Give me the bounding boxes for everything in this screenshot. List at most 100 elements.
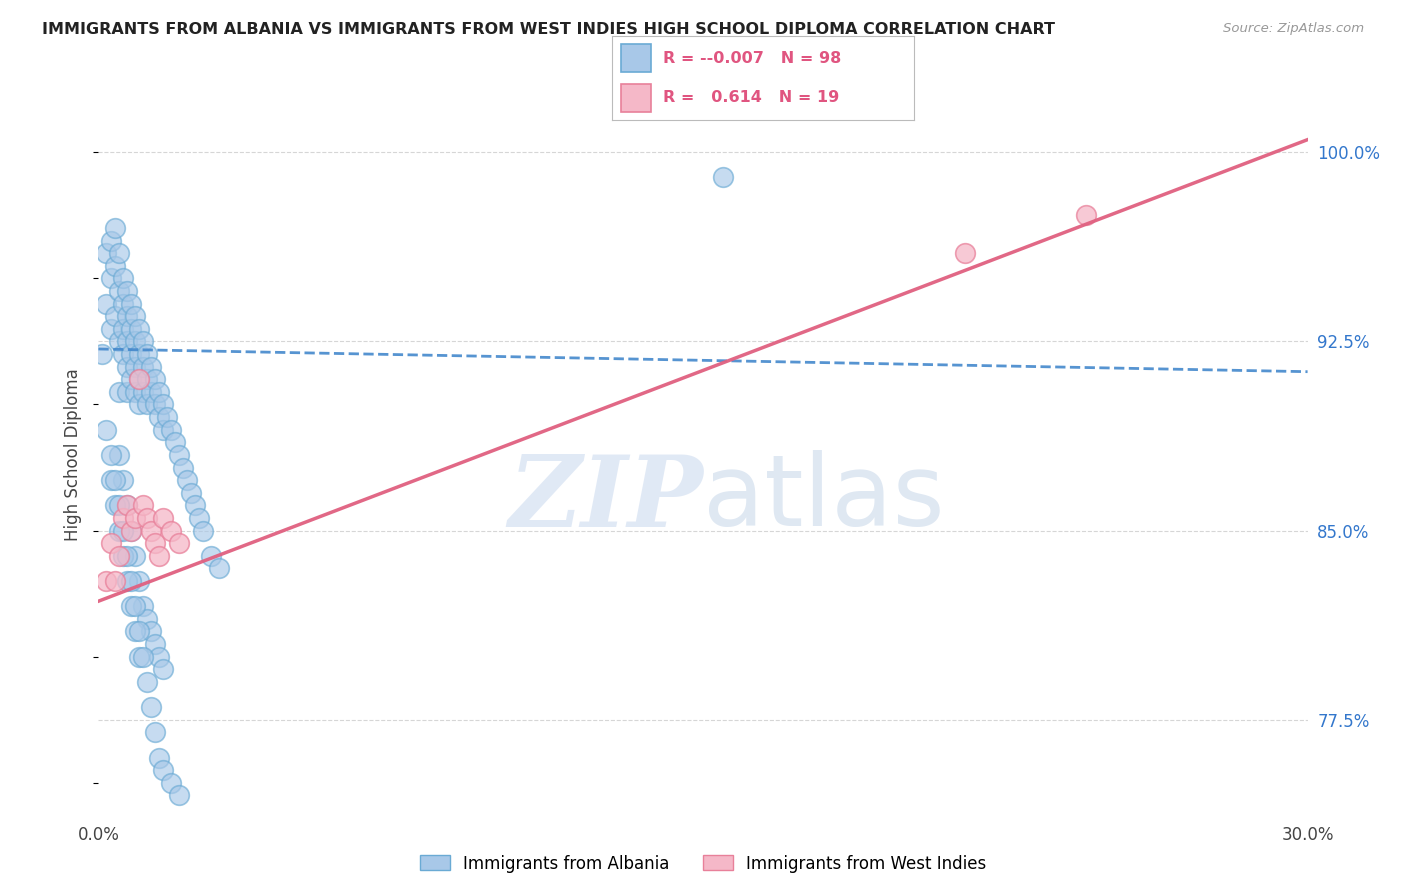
Point xyxy=(124,334,146,349)
Point xyxy=(148,649,170,664)
Point xyxy=(111,524,134,538)
Point xyxy=(111,322,134,336)
Point xyxy=(132,359,155,374)
Point xyxy=(111,473,134,487)
Point xyxy=(128,574,150,588)
Point xyxy=(103,499,125,513)
Point xyxy=(128,372,150,386)
Point xyxy=(139,624,162,639)
Point xyxy=(172,460,194,475)
Text: Source: ZipAtlas.com: Source: ZipAtlas.com xyxy=(1223,22,1364,36)
Point xyxy=(120,524,142,538)
Point xyxy=(115,384,138,399)
Text: R = --0.007   N = 98: R = --0.007 N = 98 xyxy=(664,51,841,66)
Point xyxy=(100,271,122,285)
Point xyxy=(152,511,174,525)
Point xyxy=(107,549,129,563)
Point xyxy=(152,423,174,437)
Point xyxy=(111,549,134,563)
Point xyxy=(100,536,122,550)
Point xyxy=(103,221,125,235)
Point xyxy=(143,725,166,739)
Point xyxy=(120,574,142,588)
Point xyxy=(96,296,118,310)
Point xyxy=(124,359,146,374)
Point xyxy=(100,322,122,336)
Point xyxy=(160,524,183,538)
Point xyxy=(120,347,142,361)
Point xyxy=(115,499,138,513)
Point xyxy=(167,448,190,462)
Point xyxy=(156,410,179,425)
Point xyxy=(139,524,162,538)
Point xyxy=(115,359,138,374)
Point xyxy=(124,309,146,323)
Point xyxy=(120,372,142,386)
Point xyxy=(96,574,118,588)
Bar xyxy=(620,84,651,112)
Point xyxy=(132,384,155,399)
Point xyxy=(132,599,155,614)
Point xyxy=(176,473,198,487)
Point xyxy=(135,511,157,525)
Point xyxy=(143,372,166,386)
Point xyxy=(124,624,146,639)
Text: IMMIGRANTS FROM ALBANIA VS IMMIGRANTS FROM WEST INDIES HIGH SCHOOL DIPLOMA CORRE: IMMIGRANTS FROM ALBANIA VS IMMIGRANTS FR… xyxy=(42,22,1054,37)
Point xyxy=(103,574,125,588)
Point xyxy=(115,309,138,323)
Point xyxy=(152,662,174,676)
Point xyxy=(135,347,157,361)
Point xyxy=(143,637,166,651)
Point xyxy=(107,524,129,538)
Point xyxy=(120,322,142,336)
Text: R =   0.614   N = 19: R = 0.614 N = 19 xyxy=(664,89,839,104)
Point xyxy=(120,296,142,310)
Point xyxy=(128,397,150,411)
Point xyxy=(128,649,150,664)
Point xyxy=(115,284,138,298)
Point xyxy=(115,499,138,513)
Point xyxy=(107,334,129,349)
Point xyxy=(107,448,129,462)
Point xyxy=(128,372,150,386)
Point xyxy=(148,384,170,399)
Point xyxy=(953,246,976,260)
Point xyxy=(111,347,134,361)
Point xyxy=(107,246,129,260)
Bar xyxy=(620,44,651,72)
Point xyxy=(184,499,207,513)
Point xyxy=(96,423,118,437)
Point xyxy=(139,700,162,714)
Point xyxy=(100,448,122,462)
Point xyxy=(160,423,183,437)
Point xyxy=(143,536,166,550)
Point xyxy=(152,397,174,411)
Point xyxy=(148,410,170,425)
Point xyxy=(139,359,162,374)
Point xyxy=(163,435,186,450)
Point xyxy=(100,234,122,248)
Point xyxy=(193,524,215,538)
Y-axis label: High School Diploma: High School Diploma xyxy=(65,368,83,541)
Point xyxy=(148,750,170,764)
Point xyxy=(148,549,170,563)
Point xyxy=(115,549,138,563)
Point xyxy=(111,511,134,525)
Point xyxy=(135,612,157,626)
Point xyxy=(100,473,122,487)
Point xyxy=(167,536,190,550)
Point xyxy=(111,271,134,285)
Point xyxy=(188,511,211,525)
Text: atlas: atlas xyxy=(703,450,945,548)
Point xyxy=(711,170,734,185)
Point xyxy=(115,574,138,588)
Point xyxy=(120,524,142,538)
Text: ZIP: ZIP xyxy=(508,450,703,547)
Point xyxy=(91,347,114,361)
Point xyxy=(180,485,202,500)
Point xyxy=(128,322,150,336)
Point xyxy=(124,384,146,399)
Point xyxy=(107,499,129,513)
Point xyxy=(103,309,125,323)
Point xyxy=(124,599,146,614)
